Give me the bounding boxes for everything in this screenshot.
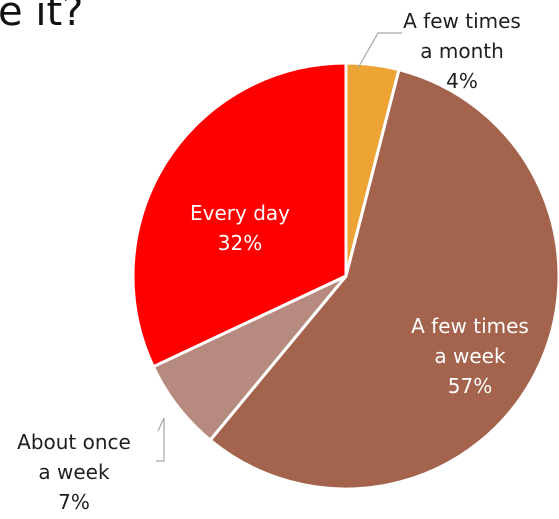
pie-slice-every-day — [131, 61, 348, 369]
pie-slices — [131, 61, 559, 491]
data-labels: A few times a month 4% A few times a week 57%… — [17, 9, 529, 514]
leader-line-a-few-times-a-month — [357, 32, 402, 69]
leader-line-about-once-a-week — [156, 417, 165, 462]
data-label-a-few-times-a-week: A few times a week 57% — [411, 314, 529, 398]
data-label-about-once-a-week: About once a week 7% — [17, 430, 131, 514]
chart-title: e it? — [0, 0, 84, 35]
leader-lines — [156, 32, 402, 462]
data-label-every-day: Every day 32% — [190, 201, 290, 255]
pie-slice-a-few-times-a-week — [208, 68, 559, 491]
data-label-a-few-times-a-month: A few times a month 4% — [403, 9, 521, 93]
